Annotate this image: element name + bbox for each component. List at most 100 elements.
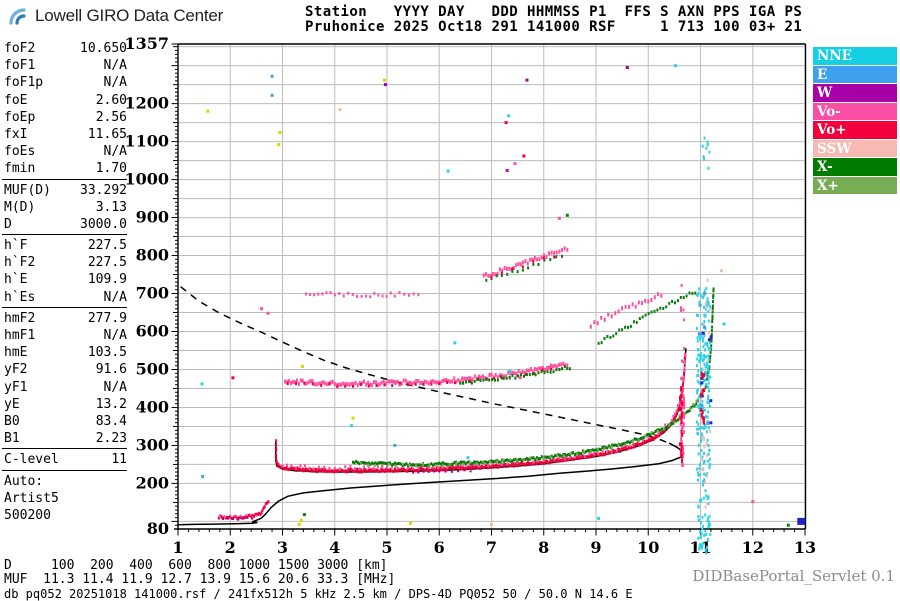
param-name: C-level: [4, 452, 59, 468]
series-hop3-diagonal-green: [485, 254, 563, 282]
param-value: 3000.0: [80, 216, 127, 232]
param-value: 3.13: [95, 199, 127, 215]
param-name: B1: [4, 431, 20, 447]
series-foF2-asymptote-red: [678, 386, 684, 463]
param-value: 11.65: [87, 126, 127, 142]
param-row-hme: hmE 103.5: [4, 344, 127, 361]
param-value: 277.9: [87, 310, 127, 326]
param-value: 1.70: [95, 161, 127, 177]
svg-text:700: 700: [136, 284, 169, 303]
series-transmission-curve-lower: [177, 442, 685, 526]
svg-text:8: 8: [538, 538, 549, 557]
param-value: N/A: [103, 289, 127, 305]
param-value: N/A: [103, 58, 127, 74]
series-spread-column-cyan: [695, 287, 712, 555]
param-row-fof1p: foF1p N/A: [4, 74, 127, 91]
param-name: 500200: [4, 507, 51, 523]
param-value: 227.5: [87, 238, 127, 254]
svg-text:3: 3: [277, 538, 288, 557]
servlet-watermark: DIDBasePortal_Servlet 0.1: [692, 567, 895, 585]
param-name: D: [4, 216, 12, 232]
brand-header: Lowell GIRO Data Center: [8, 5, 223, 27]
series-noise: [200, 64, 755, 526]
param-group-divider: [2, 178, 127, 180]
param-row-foep: foEp 2.56: [4, 109, 127, 126]
svg-text:600: 600: [136, 322, 169, 341]
series-hop3-pink: [305, 291, 420, 299]
param-row-b0: B0 83.4: [4, 413, 127, 430]
param-value: 227.5: [87, 255, 127, 271]
svg-text:4: 4: [329, 538, 340, 557]
param-value: 11: [111, 452, 127, 468]
series-F-trace-purple-sparse: [412, 469, 472, 474]
series-hop2-diagonal-pink: [589, 292, 663, 329]
param-row-ye: yE 13.2: [4, 396, 127, 413]
legend-item-w: W: [813, 84, 897, 102]
param-value: 13.2: [95, 396, 127, 412]
echo-direction-legend: NNE E W Vo- Vo+ SSW X- X+: [813, 47, 897, 195]
brand-title: Lowell GIRO Data Center: [35, 6, 224, 25]
param-row-clevel: C-level 11: [4, 451, 127, 468]
legend-item-ssw: SSW: [813, 139, 897, 157]
scaled-parameters-panel: foF2 10.650 foF1 N/A foF1p N/A foE 2.60 foEp 2.56…: [2, 40, 127, 524]
legend-item-x: X-: [813, 158, 897, 176]
param-row-foes: foEs N/A: [4, 143, 127, 160]
param-value: 10.650: [80, 41, 127, 56]
grid: [178, 44, 806, 529]
param-row-hf: h`F 227.5: [4, 237, 127, 254]
param-row-hes: h`Es N/A: [4, 289, 127, 306]
param-name: fmin: [4, 161, 36, 177]
param-group-divider: [2, 234, 127, 236]
series-corner-blue-mark: [797, 517, 806, 525]
series-spread-column-cyan-top: [701, 136, 711, 170]
svg-text:300: 300: [136, 435, 169, 454]
svg-text:6: 6: [434, 538, 445, 557]
param-name: MUF(D): [4, 182, 51, 198]
param-value: 103.5: [87, 345, 127, 361]
series-F-trace-pink: [281, 352, 687, 471]
muf-row: MUF 11.3 11.4 11.9 12.7 13.9 15.6 20.6 3…: [4, 572, 396, 587]
param-value: N/A: [103, 75, 127, 91]
measurement-status-line: db pq052 20251018 141000.rsf / 241fx512h…: [4, 587, 633, 601]
station-header-values: Pruhonice 2025 Oct18 291 141000 RSF 1 71…: [305, 18, 803, 35]
param-group-divider: [2, 448, 127, 450]
svg-text:900: 900: [136, 208, 169, 227]
param-value: 2.56: [95, 109, 127, 125]
param-name: foEp: [4, 109, 36, 125]
series-foF2-asymptote-upper-pink: [680, 284, 686, 381]
param-name: yF1: [4, 379, 28, 395]
svg-text:5: 5: [381, 538, 392, 557]
giro-logo-icon: [9, 8, 26, 25]
series-hop3-diagonal-red: [490, 255, 556, 279]
series-E-trace-purple: [221, 516, 254, 521]
param-value: 91.6: [95, 362, 127, 378]
svg-text:13: 13: [794, 538, 816, 557]
series-F-trace-o-mode: [275, 352, 687, 474]
param-row-artist5: Artist5: [4, 490, 127, 507]
param-name: h`F: [4, 238, 28, 254]
svg-text:2: 2: [225, 538, 236, 557]
param-row-foe: foE 2.60: [4, 92, 127, 109]
series-spread-column-blue: [697, 292, 710, 425]
param-value: N/A: [103, 144, 127, 160]
legend-item-vo: Vo+: [813, 121, 897, 139]
svg-text:1200: 1200: [124, 94, 169, 113]
svg-text:12: 12: [742, 538, 764, 557]
param-name: hmE: [4, 345, 28, 361]
param-row-fof2: foF2 10.650: [4, 40, 127, 57]
param-name: hmF1: [4, 328, 36, 343]
param-row-mufd: MUF(D) 33.292: [4, 182, 127, 199]
param-group-divider: [2, 469, 127, 471]
param-name: M(D): [4, 199, 36, 215]
series-hop2-green: [459, 365, 571, 385]
param-value: 109.9: [87, 272, 127, 288]
param-row-hmf1: hmF1 N/A: [4, 327, 127, 344]
svg-text:200: 200: [136, 473, 169, 492]
param-value: 83.4: [95, 413, 127, 429]
svg-text:1357: 1357: [124, 34, 169, 53]
svg-text:1000: 1000: [124, 170, 169, 189]
param-name: hmF2: [4, 310, 36, 326]
param-row-fxi: fxI 11.65: [4, 126, 127, 143]
